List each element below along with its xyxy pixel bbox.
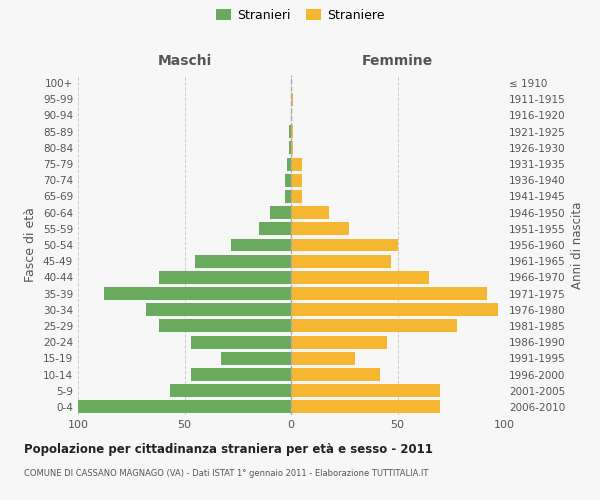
Bar (291, 93, 293, 106)
Bar (284, 190, 291, 203)
Bar (291, 336, 387, 348)
Bar (159, 320, 291, 332)
Bar (104, 287, 291, 300)
Bar (270, 206, 291, 219)
Bar (159, 271, 291, 284)
Legend: Stranieri, Straniere: Stranieri, Straniere (213, 6, 387, 24)
Bar (291, 174, 302, 186)
Bar (291, 222, 349, 235)
Bar (291, 352, 355, 365)
Bar (291, 271, 430, 284)
Text: Femmine: Femmine (362, 54, 433, 68)
Bar (291, 125, 293, 138)
Y-axis label: Fasce di età: Fasce di età (25, 208, 37, 282)
Bar (191, 336, 291, 348)
Bar (146, 304, 291, 316)
Bar (291, 254, 391, 268)
Bar (291, 400, 440, 413)
Bar (291, 304, 497, 316)
Bar (291, 142, 293, 154)
Bar (291, 320, 457, 332)
Text: Popolazione per cittadinanza straniera per età e sesso - 2011: Popolazione per cittadinanza straniera p… (24, 442, 433, 456)
Bar (221, 352, 291, 365)
Bar (170, 384, 291, 397)
Bar (291, 206, 329, 219)
Bar (232, 238, 291, 252)
Bar (291, 368, 380, 381)
Bar (289, 125, 291, 138)
Text: COMUNE DI CASSANO MAGNAGO (VA) - Dati ISTAT 1° gennaio 2011 - Elaborazione TUTTI: COMUNE DI CASSANO MAGNAGO (VA) - Dati IS… (24, 469, 428, 478)
Bar (291, 190, 302, 203)
Bar (291, 384, 440, 397)
Y-axis label: Anni di nascita: Anni di nascita (571, 202, 584, 288)
Bar (195, 254, 291, 268)
Bar (78, 400, 291, 413)
Bar (284, 174, 291, 186)
Bar (259, 222, 291, 235)
Bar (291, 287, 487, 300)
Bar (287, 158, 291, 170)
Bar (291, 238, 398, 252)
Bar (289, 142, 291, 154)
Bar (291, 158, 302, 170)
Bar (191, 368, 291, 381)
Text: Maschi: Maschi (157, 54, 212, 68)
